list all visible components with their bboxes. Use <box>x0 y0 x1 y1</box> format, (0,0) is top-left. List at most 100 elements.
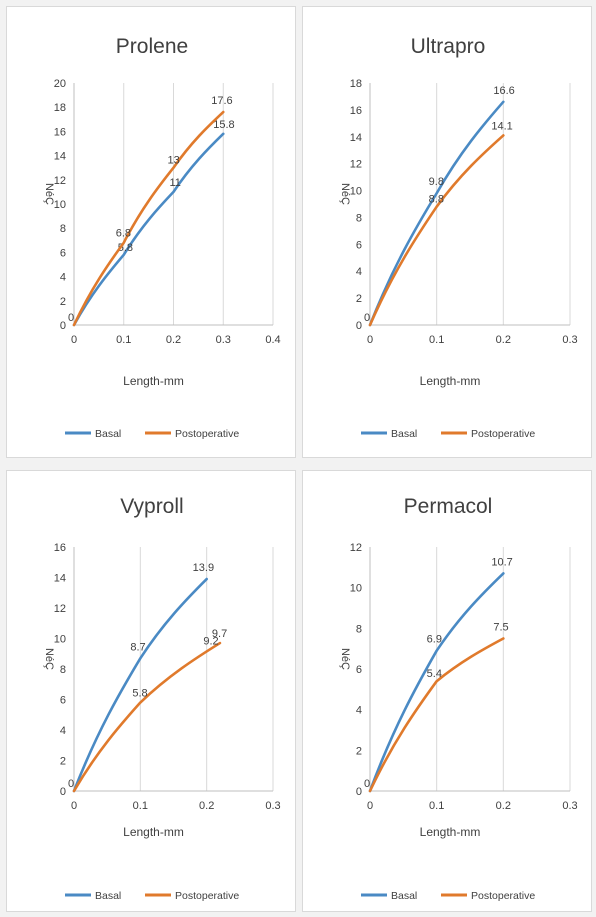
y-tick-label: 10 <box>350 583 362 595</box>
y-tick-label: 0 <box>356 320 362 332</box>
y-tick-label: 14 <box>54 151 66 163</box>
data-label-basal: 16.6 <box>493 85 514 97</box>
y-tick-label: 16 <box>350 105 362 117</box>
y-tick-label: 0 <box>356 786 362 798</box>
y-tick-label: 10 <box>54 634 66 646</box>
y-tick-label: 2 <box>356 745 362 757</box>
chart-panel-prolene: Prolene 0 2 4 6 8 10 12 14 16 18 20 0 0.1 0.2 0.3 0.4 Len… <box>6 6 296 458</box>
y-tick-label: 8 <box>60 664 66 676</box>
x-axis-label: Length-mm <box>420 825 481 839</box>
x-tick-label: 0.1 <box>116 334 131 346</box>
x-tick-label: 0.4 <box>265 334 280 346</box>
series-line-postoperative <box>368 134 505 327</box>
legend-label: Basal <box>391 428 417 440</box>
y-tick-label: 10 <box>350 186 362 198</box>
y-tick-label: 4 <box>60 725 66 737</box>
series-line-basal <box>368 572 505 793</box>
y-tick-label: 20 <box>54 78 66 90</box>
y-tick-label: 6 <box>356 664 362 676</box>
data-label-basal: 0 <box>364 778 370 790</box>
y-tick-label: 16 <box>54 126 66 138</box>
legend-label: Postoperative <box>471 890 535 902</box>
series-line-basal <box>72 577 208 793</box>
y-tick-label: 6 <box>60 247 66 259</box>
data-label-basal: 0 <box>68 778 74 790</box>
chart-title: Prolene <box>116 35 188 58</box>
y-tick-label: 6 <box>60 695 66 707</box>
x-tick-label: 0 <box>367 334 373 346</box>
x-tick-label: 0.3 <box>265 800 280 812</box>
chart-title: Ultrapro <box>411 35 486 58</box>
series-line-basal <box>72 132 225 327</box>
y-tick-label: 16 <box>54 542 66 554</box>
y-tick-label: 4 <box>356 266 362 278</box>
y-tick-label: 18 <box>54 102 66 114</box>
y-tick-label: 8 <box>356 212 362 224</box>
y-tick-label: 12 <box>54 603 66 615</box>
data-label-postoperative: 6.8 <box>116 228 131 240</box>
y-axis-label: NéÇ <box>43 648 55 670</box>
series-line-basal <box>368 100 505 327</box>
chart-panel-ultrapro: Ultrapro 0 2 4 6 8 10 12 14 16 18 0 0.1 0.2 0.3 Length-… <box>302 6 592 458</box>
chart-panel-vyproll: Vyproll 0 2 4 6 8 10 12 14 16 0 0.1 0.2 0.3 Length-mm N… <box>6 470 296 912</box>
x-axis-label: Length-mm <box>420 374 481 388</box>
y-axis-label: NéÇ <box>43 183 55 205</box>
y-axis-label: NéÇ <box>339 183 351 205</box>
chart-title: Permacol <box>404 495 493 518</box>
y-tick-label: 14 <box>350 132 362 144</box>
data-label-postoperative: 9.7 <box>212 628 227 640</box>
data-label-postoperative: 14.1 <box>491 120 512 132</box>
legend-label: Postoperative <box>471 428 535 440</box>
y-tick-label: 0 <box>60 320 66 332</box>
y-tick-label: 14 <box>54 573 66 585</box>
x-tick-label: 0.2 <box>166 334 181 346</box>
data-label-basal: 13.9 <box>193 562 214 574</box>
data-label-basal: 15.8 <box>213 119 234 131</box>
x-tick-label: 0 <box>367 800 373 812</box>
data-label-basal: 0 <box>364 312 370 324</box>
legend-label: Postoperative <box>175 428 239 440</box>
data-label-basal: 10.7 <box>491 556 512 568</box>
x-tick-label: 0.3 <box>562 800 577 812</box>
x-tick-label: 0.2 <box>199 800 214 812</box>
data-label-postoperative: 7.5 <box>493 622 508 634</box>
series-line-postoperative <box>368 637 505 793</box>
y-tick-label: 12 <box>54 175 66 187</box>
y-tick-label: 2 <box>60 296 66 308</box>
legend-label: Basal <box>95 890 121 902</box>
data-label-basal: 11 <box>170 177 181 189</box>
data-label-postoperative: 5.8 <box>132 688 147 700</box>
x-tick-label: 0.3 <box>216 334 231 346</box>
x-tick-label: 0 <box>71 800 77 812</box>
y-tick-label: 18 <box>350 78 362 90</box>
y-tick-label: 8 <box>60 223 66 235</box>
legend-label: Basal <box>95 428 121 440</box>
y-tick-label: 10 <box>54 199 66 211</box>
y-tick-label: 2 <box>356 293 362 305</box>
series-line-postoperative <box>72 110 225 327</box>
x-tick-label: 0.1 <box>429 800 444 812</box>
legend-label: Postoperative <box>175 890 239 902</box>
chart-title: Vyproll <box>120 495 183 518</box>
x-tick-label: 0.2 <box>496 800 511 812</box>
x-tick-label: 0.1 <box>133 800 148 812</box>
x-axis-label: Length-mm <box>123 374 184 388</box>
x-axis-label: Length-mm <box>123 825 184 839</box>
y-axis-label: NéÇ <box>339 648 351 670</box>
y-tick-label: 0 <box>60 786 66 798</box>
data-label-basal: 8.7 <box>130 641 145 653</box>
y-tick-label: 12 <box>350 542 362 554</box>
y-tick-label: 4 <box>356 705 362 717</box>
x-tick-label: 0.1 <box>429 334 444 346</box>
chart-panel-permacol: Permacol 0 2 4 6 8 10 12 0 0.1 0.2 0.3 Length-mm NéÇ 0… <box>302 470 592 912</box>
data-label-basal: 9.8 <box>429 176 444 188</box>
legend-label: Basal <box>391 890 417 902</box>
x-tick-label: 0.2 <box>496 334 511 346</box>
data-label-postoperative: 5.4 <box>427 668 442 680</box>
x-tick-label: 0.3 <box>562 334 577 346</box>
data-label-basal: 0 <box>68 312 74 324</box>
y-tick-label: 6 <box>356 239 362 251</box>
